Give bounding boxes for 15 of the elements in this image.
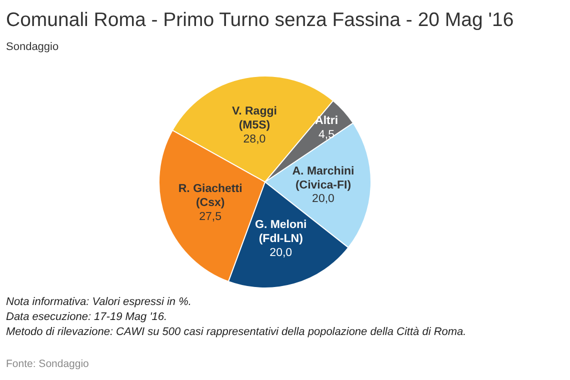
data-label: 28,0 <box>243 134 266 146</box>
text: Nota informativa: Valori espressi in %. <box>6 296 192 308</box>
slice-label: R. Giachetti (Csx) <box>178 183 242 210</box>
slice-label: V. Raggi (M5S) <box>232 106 277 132</box>
slice-label: A. Marchini (Civica-FI) <box>292 165 354 192</box>
source-note: Fonte: Sondaggio <box>6 358 90 370</box>
text: Metodo di rilevazione: CAWI su 500 casi rappresentativi della popolazione della Città di Roma. <box>6 326 466 338</box>
chart-title: Comunali Roma - Primo Turno senza Fassina - 20 Mag '16 <box>6 9 514 31</box>
data-label: 27,5 <box>199 211 222 224</box>
slice-label: G. Meloni (FdI-LN) <box>255 219 307 246</box>
slice-label: Altri <box>315 114 338 127</box>
data-label: 20,0 <box>312 193 334 206</box>
data-label: 20,0 <box>270 247 292 260</box>
text: Sondaggio <box>6 41 59 53</box>
text: Data esecuzione: 17-19 Mag '16. <box>6 311 168 323</box>
